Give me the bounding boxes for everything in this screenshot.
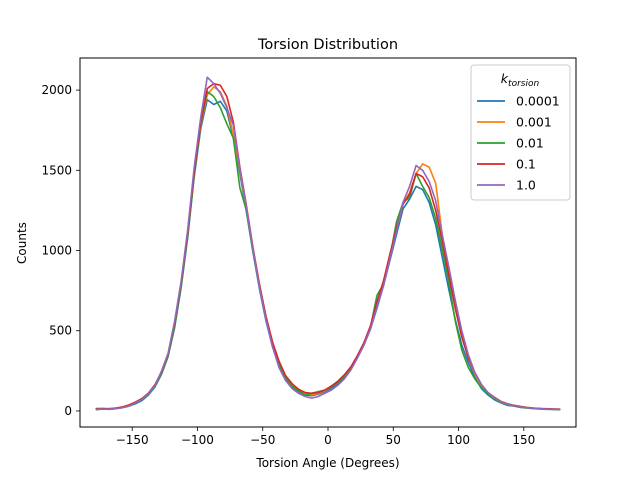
x-tick-label: −100 — [181, 433, 214, 447]
legend: ktorsion 0.0001 0.001 0.01 0.1 1.0 — [470, 64, 571, 201]
legend-box — [470, 64, 571, 201]
y-tick-label: 2000 — [41, 83, 72, 97]
chart-title: Torsion Distribution — [257, 37, 398, 53]
legend-entries: 0.0001 0.001 0.01 0.1 1.0 — [477, 94, 560, 193]
y-axis: 0 500 1000 1500 2000 — [41, 83, 80, 418]
y-tick-label: 1500 — [41, 163, 72, 177]
y-axis-title: Counts — [15, 222, 29, 264]
x-tick-label: 100 — [447, 433, 470, 447]
x-axis-title: Torsion Angle (Degrees) — [255, 456, 399, 470]
plot-area — [95, 76, 561, 411]
legend-label-0: 0.0001 — [516, 94, 560, 109]
y-tick-label: 500 — [49, 324, 72, 338]
legend-label-1: 0.001 — [516, 115, 552, 130]
y-tick-label: 0 — [64, 404, 72, 418]
x-tick-label: 150 — [512, 433, 535, 447]
x-tick-label: −150 — [116, 433, 149, 447]
legend-label-2: 0.01 — [516, 136, 544, 151]
series-line-4 — [95, 76, 561, 411]
legend-label-4: 1.0 — [516, 178, 536, 193]
x-tick-label: −50 — [250, 433, 275, 447]
y-tick-label: 1000 — [41, 244, 72, 258]
x-tick-label: 0 — [324, 433, 332, 447]
x-axis: −150 −100 −50 0 50 100 150 — [116, 427, 535, 447]
x-tick-label: 50 — [386, 433, 401, 447]
legend-label-3: 0.1 — [516, 157, 536, 172]
legend-title: ktorsion — [501, 71, 540, 89]
